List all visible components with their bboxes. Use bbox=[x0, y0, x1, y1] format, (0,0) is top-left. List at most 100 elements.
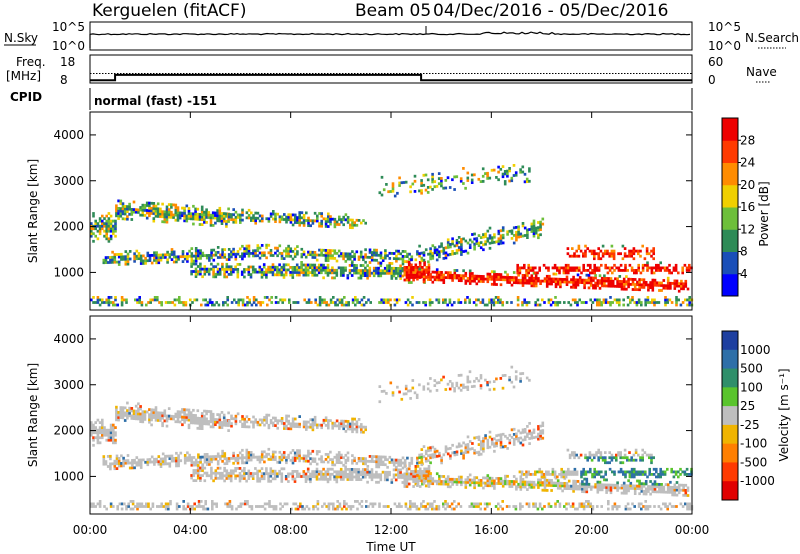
power-cell-2316 bbox=[112, 303, 115, 307]
power-cell-2012 bbox=[606, 266, 610, 270]
velocity-cell-1615 bbox=[622, 491, 626, 495]
velocity-cell-1256 bbox=[412, 477, 415, 481]
power-cell-1755 bbox=[431, 244, 435, 248]
velocity-cell-160 bbox=[154, 406, 158, 409]
velocity-cell-393 bbox=[296, 425, 299, 428]
power-cell-2297 bbox=[92, 301, 95, 304]
power-cell-373 bbox=[274, 212, 277, 216]
power-cell-2449 bbox=[325, 301, 328, 304]
power-cell-129 bbox=[141, 203, 145, 207]
power-cell-1793 bbox=[455, 251, 459, 255]
power-cell-2424 bbox=[281, 301, 284, 304]
velocity-cell-2082 bbox=[573, 451, 576, 454]
power-cell-1536 bbox=[559, 277, 562, 281]
velocity-cell-88 bbox=[121, 413, 125, 417]
velocity-cell-203 bbox=[181, 415, 184, 419]
power-cell-290 bbox=[216, 211, 219, 215]
power-cell-703 bbox=[256, 246, 260, 250]
power-cell-1815 bbox=[468, 246, 472, 249]
power-cell-1749 bbox=[429, 252, 432, 256]
power-cell-1120 bbox=[328, 268, 332, 272]
velocity-cell-2125 bbox=[619, 461, 622, 465]
velocity-cell-41 bbox=[103, 428, 106, 432]
power-cell-1430 bbox=[493, 278, 496, 281]
power-cell-48 bbox=[107, 229, 111, 233]
power-cell-1628 bbox=[618, 285, 622, 288]
power-cell-1620 bbox=[611, 282, 615, 286]
power-cell-597 bbox=[181, 260, 185, 263]
velocity-cell-965 bbox=[234, 474, 237, 478]
velocity-cell-1900 bbox=[532, 436, 536, 439]
velocity-cell-1534 bbox=[567, 484, 571, 488]
velocity-cell-151 bbox=[152, 416, 156, 419]
power-cell-2436 bbox=[310, 301, 313, 304]
velocity-cell-96 bbox=[126, 416, 129, 420]
power-cell-1392 bbox=[468, 279, 472, 283]
velocity-cell-28 bbox=[98, 428, 102, 432]
velocity-cell-2178 bbox=[409, 389, 412, 393]
power-cell-831 bbox=[364, 260, 367, 264]
velocity-cell-2139 bbox=[630, 456, 633, 460]
power-cell-1052 bbox=[293, 271, 297, 274]
velocity-cell-1191 bbox=[375, 470, 378, 474]
velocity-cell-1518 bbox=[556, 481, 560, 485]
power-cell-966 bbox=[234, 265, 237, 269]
power-cell-545 bbox=[142, 254, 145, 258]
power-cell-2563 bbox=[516, 303, 520, 307]
power-cell-2183 bbox=[391, 184, 395, 188]
power-cell-746 bbox=[291, 257, 295, 261]
velocity-cell-628 bbox=[205, 460, 209, 464]
velocity-cell-2003 bbox=[613, 473, 616, 476]
velocity-cell-1524 bbox=[561, 484, 564, 488]
power-cell-1734 bbox=[416, 250, 419, 253]
power-cell-2619 bbox=[609, 303, 612, 307]
velocity-cell-1152 bbox=[353, 468, 356, 471]
power-cell-2569 bbox=[523, 298, 526, 302]
velocity-cell-668 bbox=[234, 456, 238, 460]
power-cell-2365 bbox=[189, 298, 192, 302]
power-cell-1037 bbox=[282, 263, 286, 267]
velocity-cell-1728 bbox=[416, 461, 419, 465]
power-cell-2320 bbox=[114, 296, 117, 299]
power-cell-1076 bbox=[304, 266, 308, 269]
velocity-cell-396 bbox=[298, 422, 301, 426]
velocity-cell-414 bbox=[311, 418, 315, 422]
power-cell-1997 bbox=[589, 263, 592, 267]
power-cell-2224 bbox=[440, 184, 443, 188]
power-cell-2620 bbox=[609, 301, 612, 304]
velocity-cell-1077 bbox=[313, 475, 317, 479]
power-cell-1307 bbox=[425, 268, 429, 272]
velocity-cell-913 bbox=[199, 469, 202, 472]
velocity-cell-691 bbox=[247, 451, 251, 454]
power-cell-625 bbox=[197, 249, 200, 253]
power-cell-1258 bbox=[407, 266, 411, 269]
power-cell-2075 bbox=[674, 266, 678, 270]
velocity-cell-2183 bbox=[415, 393, 419, 397]
velocity-cell-2168 bbox=[391, 391, 395, 395]
velocity-cell-1122 bbox=[339, 478, 343, 481]
power-cell-565 bbox=[155, 251, 158, 255]
power-cell-2294 bbox=[528, 169, 531, 173]
power-cell-1602 bbox=[600, 276, 604, 280]
velocity-cell-378 bbox=[285, 414, 288, 418]
velocity-cell-1261 bbox=[414, 480, 418, 483]
power-cell-1572 bbox=[585, 278, 589, 282]
power-cell-29 bbox=[101, 222, 104, 225]
power-cell-2043 bbox=[644, 263, 647, 267]
power-cell-1726 bbox=[682, 287, 685, 291]
power-cell-55 bbox=[109, 237, 113, 241]
power-cell-8 bbox=[92, 227, 95, 231]
power-cell-169 bbox=[159, 207, 162, 211]
velocity-cell-122 bbox=[137, 407, 140, 411]
velocity-cell-806 bbox=[337, 456, 341, 459]
velocity-cell-1825 bbox=[482, 442, 485, 445]
velocity-cell-592 bbox=[177, 454, 180, 458]
velocity-cell-792 bbox=[326, 453, 330, 456]
power-cell-2315 bbox=[109, 296, 113, 299]
power-cell-1635 bbox=[620, 280, 624, 283]
velocity-cell-1106 bbox=[328, 475, 332, 479]
power-cell-365 bbox=[269, 215, 273, 218]
velocity-cell-1038 bbox=[280, 467, 284, 471]
velocity-cell-326 bbox=[243, 420, 246, 424]
velocity-cell-224 bbox=[189, 418, 193, 422]
